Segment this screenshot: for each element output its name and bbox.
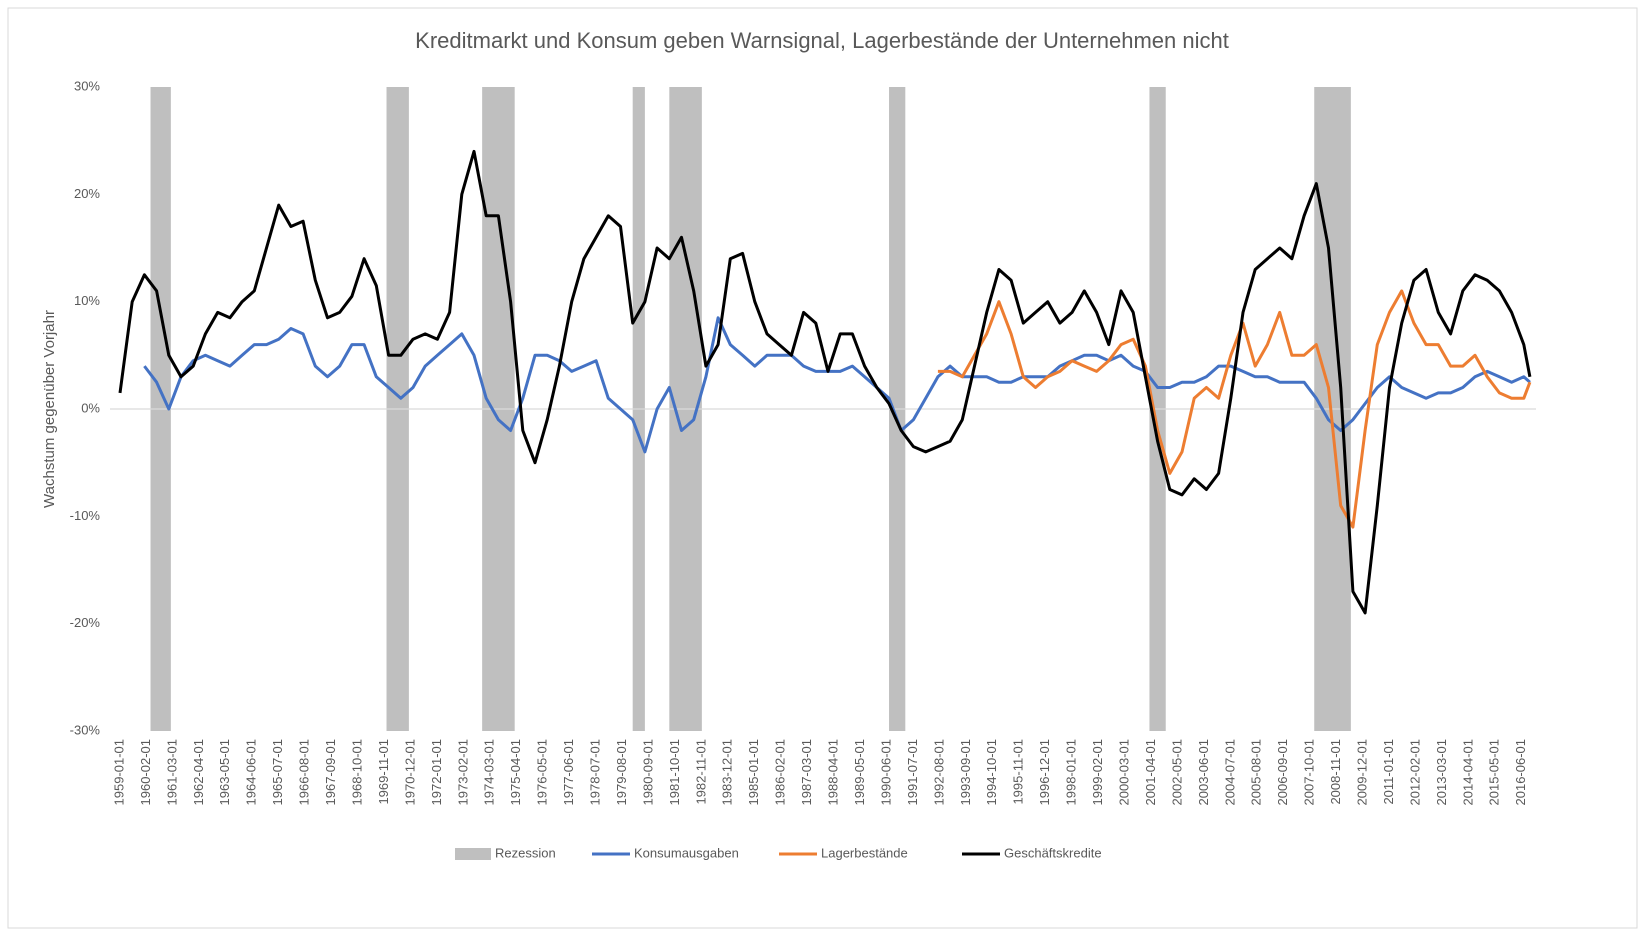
series-line bbox=[937, 289, 1532, 529]
x-tick-label: 2003-06-01 bbox=[1196, 739, 1211, 806]
y-tick-label: 0% bbox=[81, 400, 100, 415]
x-tick-label: 2011-01-01 bbox=[1381, 739, 1396, 805]
x-tick-label: 1978-07-01 bbox=[588, 739, 603, 806]
x-tick-label: 1995-11-01 bbox=[1011, 739, 1026, 805]
x-tick-label: 1960-02-01 bbox=[138, 739, 153, 806]
y-tick-label: -30% bbox=[70, 722, 101, 737]
legend-label: Rezession bbox=[495, 845, 556, 860]
x-tick-label: 1980-09-01 bbox=[640, 739, 655, 806]
x-tick-label: 1965-07-01 bbox=[270, 739, 285, 806]
x-tick-label: 2015-05-01 bbox=[1487, 739, 1502, 806]
x-tick-label: 2013-03-01 bbox=[1434, 739, 1449, 806]
x-tick-label: 1988-04-01 bbox=[826, 739, 841, 806]
x-tick-label: 1972-01-01 bbox=[429, 739, 444, 806]
x-tick-label: 2004-07-01 bbox=[1222, 739, 1237, 806]
y-tick-label: -20% bbox=[70, 615, 101, 630]
x-tick-label: 2005-08-01 bbox=[1249, 739, 1264, 806]
chart-title: Kreditmarkt und Konsum geben Warnsignal,… bbox=[415, 28, 1229, 53]
x-tick-label: 1969-11-01 bbox=[376, 739, 391, 805]
x-tick-label: 1970-12-01 bbox=[402, 739, 417, 806]
x-tick-label: 1985-01-01 bbox=[746, 739, 761, 806]
x-tick-label: 1989-05-01 bbox=[852, 739, 867, 806]
x-tick-label: 1975-04-01 bbox=[508, 739, 523, 806]
x-tick-label: 1999-02-01 bbox=[1090, 739, 1105, 806]
x-tick-label: 1986-02-01 bbox=[773, 739, 788, 806]
x-tick-label: 1987-03-01 bbox=[799, 739, 814, 806]
x-tick-label: 2009-12-01 bbox=[1355, 739, 1370, 806]
x-tick-label: 1979-08-01 bbox=[614, 739, 629, 806]
x-tick-label: 1996-12-01 bbox=[1037, 739, 1052, 806]
y-tick-label: -10% bbox=[70, 508, 101, 523]
y-tick-label: 10% bbox=[74, 293, 100, 308]
x-tick-label: 1982-11-01 bbox=[693, 739, 708, 805]
x-tick-label: 1983-12-01 bbox=[720, 739, 735, 806]
y-axis-title: Wachstum gegenüber Vorjahr bbox=[41, 310, 58, 508]
x-tick-label: 1966-08-01 bbox=[297, 739, 312, 806]
x-tick-label: 1991-07-01 bbox=[905, 739, 920, 806]
x-tick-label: 1990-06-01 bbox=[878, 739, 893, 806]
x-tick-label: 1981-10-01 bbox=[667, 739, 682, 806]
legend-label: Geschäftskredite bbox=[1004, 845, 1102, 860]
x-tick-label: 2014-04-01 bbox=[1460, 739, 1475, 806]
series-line bbox=[118, 149, 1532, 615]
x-tick-label: 1994-10-01 bbox=[984, 739, 999, 806]
legend-label: Konsumausgaben bbox=[634, 845, 739, 860]
legend-label: Lagerbestände bbox=[821, 845, 908, 860]
x-tick-label: 1993-09-01 bbox=[958, 739, 973, 806]
chart-border bbox=[7, 7, 1638, 929]
x-tick-label: 1963-05-01 bbox=[217, 739, 232, 806]
x-tick-label: 2012-02-01 bbox=[1407, 739, 1422, 806]
y-tick-label: 30% bbox=[74, 78, 100, 93]
x-tick-label: 2000-03-01 bbox=[1116, 739, 1131, 806]
x-tick-label: 1962-04-01 bbox=[191, 739, 206, 806]
x-tick-label: 1977-06-01 bbox=[561, 739, 576, 806]
x-tick-label: 1968-10-01 bbox=[349, 739, 364, 806]
y-tick-label: 20% bbox=[74, 186, 100, 201]
x-tick-label: 2001-04-01 bbox=[1143, 739, 1158, 806]
x-tick-label: 1964-06-01 bbox=[244, 739, 259, 806]
x-tick-label: 1973-02-01 bbox=[455, 739, 470, 806]
x-tick-label: 1974-03-01 bbox=[482, 739, 497, 806]
x-tick-label: 1967-09-01 bbox=[323, 739, 338, 806]
x-tick-label: 2008-11-01 bbox=[1328, 739, 1343, 805]
x-tick-label: 1998-01-01 bbox=[1064, 739, 1079, 806]
x-tick-label: 1961-03-01 bbox=[164, 739, 179, 806]
x-tick-label: 1959-01-01 bbox=[111, 739, 126, 806]
x-tick-label: 1992-08-01 bbox=[931, 739, 946, 806]
legend-swatch bbox=[455, 848, 491, 860]
x-tick-label: 2007-10-01 bbox=[1302, 739, 1317, 806]
x-tick-label: 2002-05-01 bbox=[1169, 739, 1184, 806]
x-tick-label: 1976-05-01 bbox=[535, 739, 550, 806]
x-tick-label: 2016-06-01 bbox=[1513, 739, 1528, 806]
series-line bbox=[143, 316, 1531, 454]
x-tick-label: 2006-09-01 bbox=[1275, 739, 1290, 806]
